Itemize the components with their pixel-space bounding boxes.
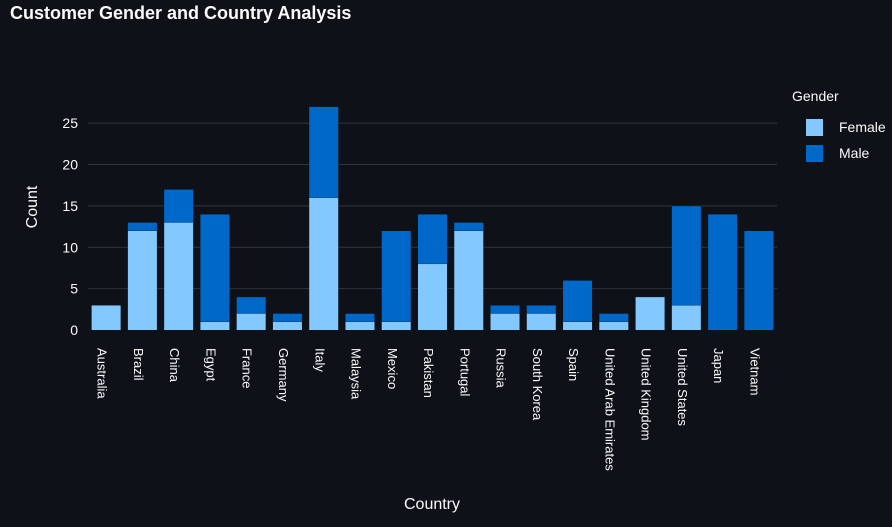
x-tick-label: Germany <box>276 348 291 402</box>
bar-male[interactable] <box>272 313 302 322</box>
bar-female[interactable] <box>599 321 629 330</box>
x-tick-label: Italy <box>312 348 327 372</box>
x-tick-label: Egypt <box>203 348 218 382</box>
x-tick-label: United Arab Emirates <box>602 348 617 471</box>
bar-female[interactable] <box>563 321 593 330</box>
bar-female[interactable] <box>345 321 375 330</box>
bar-female[interactable] <box>381 321 411 330</box>
bar-male[interactable] <box>345 313 375 322</box>
legend-swatch-female <box>806 118 823 136</box>
bar-male[interactable] <box>671 205 701 306</box>
x-tick-label: United Kingdom <box>639 348 654 441</box>
legend-item-male[interactable]: Male <box>806 140 886 166</box>
y-tick-label: 20 <box>62 157 78 173</box>
bar-female[interactable] <box>91 305 121 330</box>
bar-male[interactable] <box>599 313 629 322</box>
bar-male[interactable] <box>417 214 448 264</box>
x-tick-label: Australia <box>95 348 110 399</box>
bar-female[interactable] <box>309 197 339 330</box>
x-tick-label: United States <box>675 348 690 427</box>
bar-female[interactable] <box>127 230 157 330</box>
x-axis-label: Country <box>404 496 460 513</box>
x-tick-label: Portugal <box>457 348 472 397</box>
bar-female[interactable] <box>454 230 484 330</box>
x-tick-label: Malaysia <box>349 348 364 400</box>
bar-female[interactable] <box>272 321 302 330</box>
bar-male[interactable] <box>127 222 157 231</box>
bar-male[interactable] <box>563 280 593 322</box>
bar-female[interactable] <box>490 313 520 330</box>
bar-female[interactable] <box>635 296 665 330</box>
y-tick-label: 15 <box>62 198 78 214</box>
x-tick-label: France <box>240 348 255 388</box>
bar-female[interactable] <box>200 321 230 330</box>
bar-male[interactable] <box>381 230 411 322</box>
bar-female[interactable] <box>164 222 194 330</box>
y-tick-labels: 0 5 10 15 20 25 <box>62 115 78 338</box>
bar-male[interactable] <box>490 305 520 314</box>
x-tick-label: Vietnam <box>747 348 762 395</box>
bar-male[interactable] <box>200 214 230 322</box>
y-tick-label: 10 <box>62 239 78 255</box>
x-tick-labels: Australia Brazil China Egypt France Germany It… <box>95 348 763 471</box>
y-axis-label: Count <box>24 185 41 228</box>
legend-item-female[interactable]: Female <box>806 114 886 140</box>
bar-female[interactable] <box>671 305 701 330</box>
bar-female[interactable] <box>526 313 556 330</box>
x-tick-label: Pakistan <box>421 348 436 398</box>
bar-female[interactable] <box>417 263 448 330</box>
x-tick-label: China <box>167 348 182 383</box>
legend-label-male: Male <box>839 145 870 161</box>
x-tick-label: Russia <box>494 348 509 389</box>
x-tick-label: Brazil <box>131 348 146 381</box>
bar-male[interactable] <box>454 222 484 231</box>
bar-male[interactable] <box>164 189 194 223</box>
x-tick-label: Spain <box>566 348 581 381</box>
bar-male[interactable] <box>309 106 339 198</box>
chart-title: Customer Gender and Country Analysis <box>10 3 352 23</box>
x-tick-label: Mexico <box>385 348 400 389</box>
legend-label-female: Female <box>839 119 886 135</box>
y-tick-label: 25 <box>62 115 78 131</box>
y-tick-label: 5 <box>70 281 78 297</box>
y-tick-label: 0 <box>70 322 78 338</box>
legend: Gender Female Male <box>792 88 886 166</box>
bar-male[interactable] <box>708 214 738 330</box>
bar-male[interactable] <box>744 230 774 330</box>
bar-male[interactable] <box>236 296 266 314</box>
x-tick-label: Japan <box>711 348 726 383</box>
bar-female[interactable] <box>236 313 266 330</box>
legend-swatch-male <box>806 144 823 162</box>
x-tick-label: South Korea <box>530 348 545 421</box>
bars <box>91 106 774 330</box>
legend-title: Gender <box>792 88 839 104</box>
bar-male[interactable] <box>526 305 556 314</box>
